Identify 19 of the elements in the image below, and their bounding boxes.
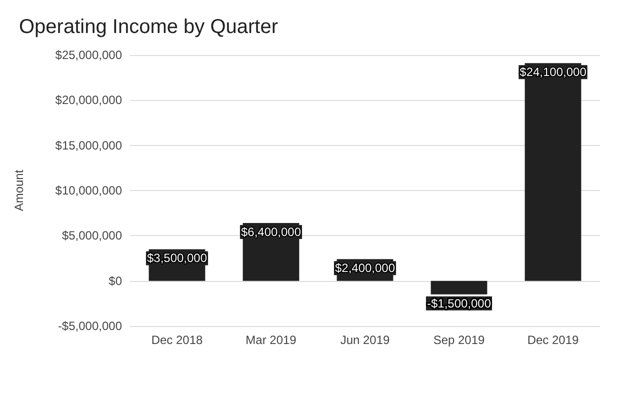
y-tick-label: $25,000,000 — [55, 48, 122, 62]
x-tick-label: Dec 2019 — [527, 333, 580, 347]
data-label: $6,400,000 — [240, 225, 302, 240]
y-tick-label: -$5,000,000 — [58, 319, 122, 333]
y-tick-label: $10,000,000 — [55, 184, 122, 198]
x-tick-label: Jun 2019 — [340, 333, 390, 347]
x-tick-label: Dec 2018 — [151, 333, 204, 347]
data-label: $3,500,000 — [146, 251, 208, 266]
data-label: $24,100,000 — [520, 65, 587, 80]
x-tick-label: Sep 2019 — [433, 333, 486, 347]
y-axis-title: Amount — [12, 169, 26, 212]
data-label: -$1,500,000 — [426, 296, 492, 310]
y-tick-label: $20,000,000 — [55, 93, 122, 108]
y-tick-label: $5,000,000 — [62, 228, 122, 243]
y-tick-label: $15,000,000 — [55, 138, 122, 152]
x-tick-label: Mar 2019 — [246, 333, 297, 347]
data-label: $2,400,000 — [334, 261, 396, 276]
chart-title: Operating Income by Quarter — [19, 16, 278, 38]
y-tick-label: $0 — [108, 274, 122, 288]
